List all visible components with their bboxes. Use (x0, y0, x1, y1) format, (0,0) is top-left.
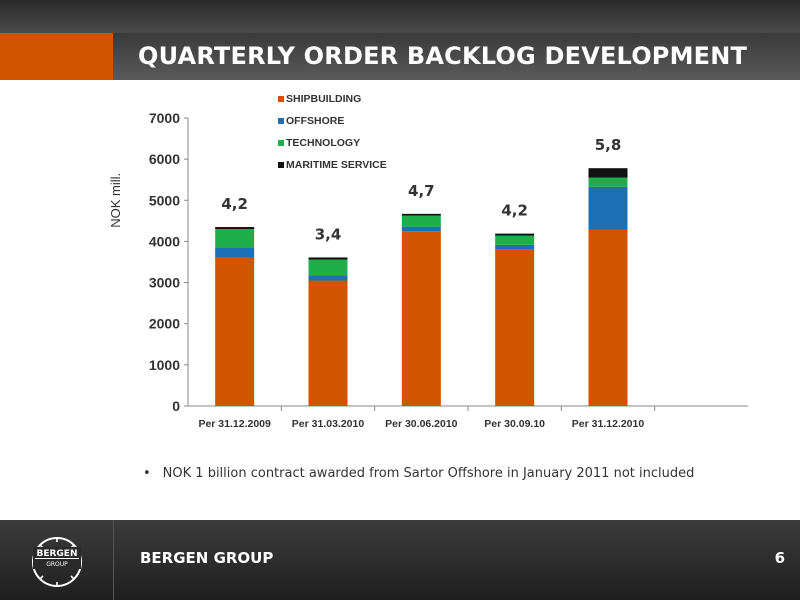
bar-technology (401, 215, 441, 227)
bar-maritime-service (401, 213, 441, 216)
title-accent-block (0, 33, 113, 80)
bar-offshore (401, 226, 441, 232)
top-bar (0, 0, 800, 33)
bar-shipbuilding (401, 231, 441, 406)
legend-label: MARITIME SERVICE (286, 159, 387, 171)
bar-technology (588, 177, 628, 187)
x-tick-label: Per 30.06.2010 (385, 418, 458, 430)
legend-swatch (278, 96, 284, 102)
y-tick-label: 3000 (149, 275, 180, 291)
y-tick-label: 5000 (149, 192, 180, 208)
footnote-text: NOK 1 billion contract awarded from Sart… (162, 466, 695, 481)
bar-technology (495, 235, 535, 245)
bar-total-label: 4,7 (408, 182, 435, 200)
legend-swatch (278, 162, 284, 168)
x-tick-label: Per 31.03.2010 (292, 418, 365, 430)
bar-offshore (588, 186, 628, 230)
legend-swatch (278, 118, 284, 124)
slide-title: QUARTERLY ORDER BACKLOG DEVELOPMENT (138, 42, 748, 70)
x-tick-label: Per 30.09.10 (484, 418, 545, 430)
legend-swatch (278, 140, 284, 146)
y-tick-label: 6000 (149, 151, 180, 167)
y-tick-label: 0 (172, 398, 180, 414)
x-tick-label: Per 31.12.2009 (198, 418, 271, 430)
bullet-icon: • (143, 466, 151, 481)
bar-shipbuilding (308, 280, 348, 406)
bar-shipbuilding (588, 229, 628, 406)
bar-offshore (495, 244, 535, 250)
legend-label: OFFSHORE (286, 115, 344, 127)
footer-divider (113, 520, 114, 600)
bar-maritime-service (495, 233, 535, 236)
footnote: • NOK 1 billion contract awarded from Sar… (143, 466, 694, 481)
x-tick-label: Per 31.12.2010 (572, 418, 645, 430)
bar-technology (308, 259, 348, 276)
page-number: 6 (774, 549, 785, 567)
bar-offshore (215, 247, 255, 258)
bar-total-label: 4,2 (221, 195, 248, 213)
y-tick-label: 7000 (149, 110, 180, 126)
legend-label: SHIPBUILDING (286, 93, 361, 105)
chart: 0 1000 2000 3000 4000 5000 6000 7000 NOK mill. 4,… (108, 93, 748, 430)
bergen-group-logo: BERGEN GROUP (32, 537, 82, 587)
footer (0, 520, 800, 600)
bar-shipbuilding (215, 257, 255, 406)
svg-text:GROUP: GROUP (46, 561, 68, 568)
bar-offshore (308, 275, 348, 281)
bar-total-label: 3,4 (315, 225, 342, 243)
bar-technology (215, 229, 255, 248)
bar-total-label: 5,8 (595, 136, 622, 154)
y-tick-label: 4000 (149, 233, 180, 249)
y-tick-label: 2000 (149, 316, 180, 332)
bar-shipbuilding (495, 249, 535, 406)
brand-name: BERGEN GROUP (140, 549, 274, 567)
y-axis-label: NOK mill. (108, 173, 123, 228)
y-tick-label: 1000 (149, 357, 180, 373)
bar-maritime-service (215, 227, 255, 230)
bar-maritime-service (588, 168, 628, 178)
legend-label: TECHNOLOGY (286, 137, 360, 149)
svg-text:BERGEN: BERGEN (36, 549, 77, 559)
title-band (0, 33, 800, 80)
bar-total-label: 4,2 (501, 202, 528, 220)
bar-maritime-service (308, 257, 348, 260)
